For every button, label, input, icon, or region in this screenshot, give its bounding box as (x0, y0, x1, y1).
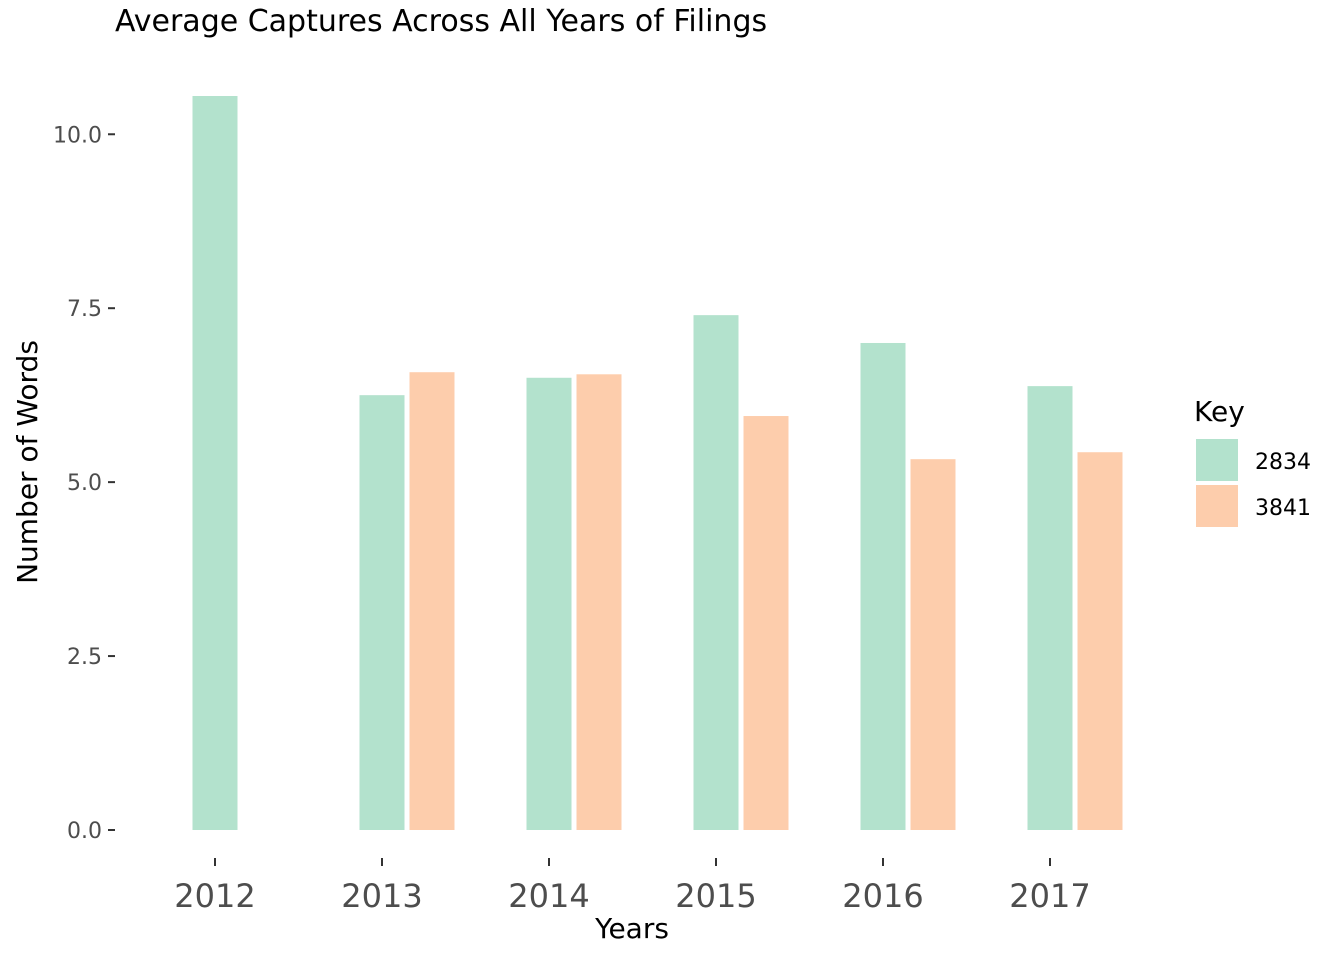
bar-3841-2014 (576, 374, 622, 830)
x-tick-label: 2014 (508, 877, 589, 915)
chart-title: Average Captures Across All Years of Fil… (115, 4, 767, 39)
bar-2834-2016 (860, 342, 906, 830)
y-axis-title: Number of Words (11, 340, 44, 584)
legend-label-3841: 3841 (1255, 496, 1311, 521)
x-tick-label: 2015 (675, 877, 756, 915)
x-tick-label: 2012 (174, 877, 255, 915)
bar-3841-2015 (743, 416, 789, 830)
y-tick-label: 2.5 (67, 645, 102, 670)
bar-2834-2013 (359, 395, 405, 830)
y-tick-label: 5.0 (67, 471, 102, 496)
x-axis: 2012 2013 2014 2015 2016 2017 (174, 858, 1091, 915)
legend-key-2834 (1194, 437, 1240, 483)
x-axis-title: Years (594, 912, 669, 945)
bar-3841-2016 (910, 459, 956, 830)
bar-3841-2017 (1077, 452, 1123, 830)
y-axis: 0.0 2.5 5.0 7.5 10.0 (53, 123, 115, 844)
x-tick-label: 2016 (842, 877, 923, 915)
x-tick-label: 2017 (1009, 877, 1090, 915)
legend-label-2834: 2834 (1255, 450, 1311, 475)
legend-key-3841 (1194, 483, 1240, 529)
bar-2834-2014 (526, 377, 572, 830)
bar-2834-2012 (192, 96, 238, 830)
x-tick-label: 2013 (341, 877, 422, 915)
bar-2834-2017 (1027, 386, 1073, 830)
legend-title: Key (1194, 395, 1245, 428)
bar-3841-2013 (409, 372, 455, 830)
y-tick-label: 0.0 (67, 819, 102, 844)
y-tick-label: 7.5 (67, 297, 102, 322)
bars (192, 96, 1123, 831)
legend: Key 2834 3841 (1194, 395, 1311, 529)
bar-2834-2015 (693, 315, 739, 831)
y-tick-label: 10.0 (53, 123, 102, 148)
